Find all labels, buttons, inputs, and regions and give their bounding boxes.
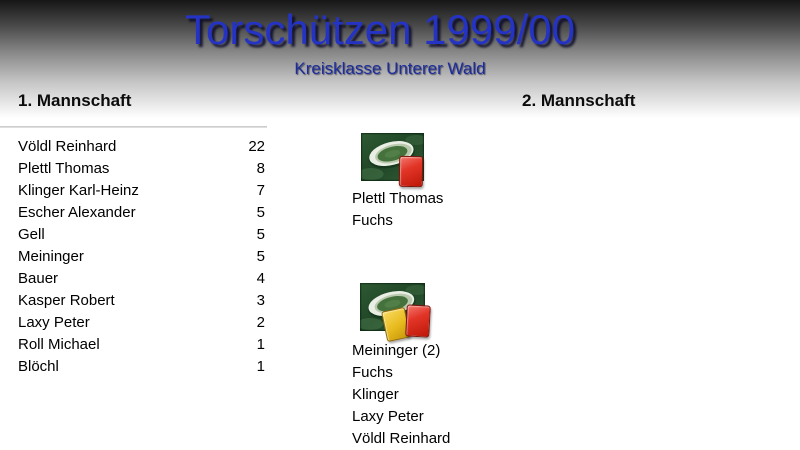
scorer-goals: 1 [256,358,265,375]
scorer-row: Klinger Karl-Heinz 7 [18,180,265,202]
card-player-item: Meininger (2) [352,342,441,359]
scorer-goals: 3 [256,292,265,309]
scorer-name: Kasper Robert [18,292,115,309]
red-card-icon [398,155,424,188]
card-player-item: Laxy Peter [352,408,424,425]
scorer-name: Klinger Karl-Heinz [18,182,139,199]
team1-heading: 1. Mannschaft [18,91,132,110]
scorer-row: Escher Alexander 5 [18,202,265,224]
scorer-goals: 7 [256,182,265,199]
scorer-row: Kasper Robert 3 [18,290,265,312]
scorer-row: Laxy Peter 2 [18,312,265,334]
scorer-name: Gell [18,226,45,243]
scorer-goals: 8 [256,160,265,177]
scorer-table: Völdl Reinhard 22 Plettl Thomas 8 Klinge… [18,136,265,378]
scorer-row: Völdl Reinhard 22 [18,136,265,158]
scorer-goals: 4 [256,270,265,287]
scorer-goals: 5 [256,226,265,243]
scorer-goals: 5 [256,248,265,265]
scorer-row: Bauer 4 [18,268,265,290]
scorer-name: Plettl Thomas [18,160,110,177]
scorer-name: Bauer [18,270,59,287]
scorer-name: Blöchl [18,358,59,375]
card-player-item: Plettl Thomas [352,190,444,207]
scorer-name: Meininger [18,248,84,265]
scorer-goals: 1 [256,336,265,353]
scorer-row: Plettl Thomas 8 [18,158,265,180]
header-gradient [0,0,800,118]
scorer-goals: 5 [256,204,265,221]
page-subtitle: Kreisklasse Unterer Wald [294,59,486,78]
yellow-red-card-player-list: Meininger (2) Fuchs Klinger Laxy Peter V… [352,340,450,450]
scorer-name: Roll Michael [18,336,100,353]
team2-heading: 2. Mannschaft [522,91,636,110]
scorer-name: Escher Alexander [18,204,136,221]
scorer-goals: 2 [256,314,265,331]
scorer-name: Völdl Reinhard [18,138,117,155]
card-player-item: Fuchs [352,364,393,381]
page-title: Torschützen 1999/00 [185,6,575,53]
scorer-goals: 22 [248,138,265,155]
scorer-row: Blöchl 1 [18,356,265,378]
card-player-item: Völdl Reinhard [352,430,451,447]
red-card-icon [405,304,431,338]
card-player-item: Klinger [352,386,399,403]
team1-heading-divider [0,126,267,128]
card-player-item: Fuchs [352,212,393,229]
scorer-name: Laxy Peter [18,314,90,331]
red-card-player-list: Plettl Thomas Fuchs [352,188,443,232]
scorer-row: Gell 5 [18,224,265,246]
scorer-row: Roll Michael 1 [18,334,265,356]
scorer-row: Meininger 5 [18,246,265,268]
